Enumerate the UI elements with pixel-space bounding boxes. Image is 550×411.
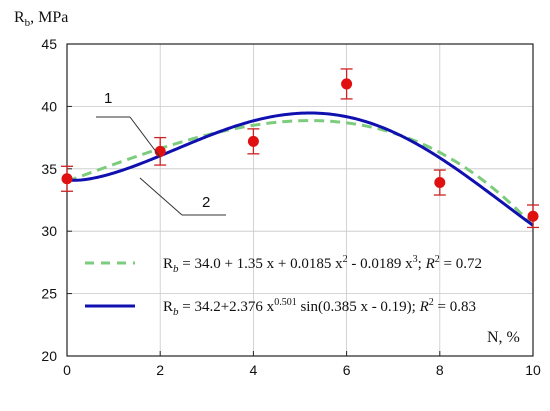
y-axis-label-sub: b bbox=[25, 17, 31, 29]
leader-line-1b bbox=[129, 116, 161, 158]
data-point bbox=[527, 210, 539, 222]
x-tick-label: 10 bbox=[525, 362, 541, 378]
data-points bbox=[61, 68, 539, 229]
curve-label-1: 1 bbox=[104, 90, 112, 107]
legend-entry: Rb = 34.2+2.376 x0.501 sin(0.385 x - 0.1… bbox=[163, 297, 476, 318]
data-point bbox=[247, 135, 259, 147]
curve-annotations: 12 bbox=[96, 90, 226, 216]
x-ticks: 0 2 4 6 8 10 bbox=[63, 351, 541, 378]
y-tick-label: 25 bbox=[41, 286, 57, 302]
x-axis-label: N, % bbox=[487, 329, 520, 346]
y-tick-label: 20 bbox=[41, 348, 57, 364]
curve-label-2: 2 bbox=[202, 194, 210, 211]
data-point bbox=[434, 177, 446, 189]
x-tick-label: 8 bbox=[436, 362, 444, 378]
data-point bbox=[61, 173, 73, 185]
plot-frame bbox=[66, 43, 534, 357]
y-tick-label: 45 bbox=[41, 36, 57, 52]
y-axis-label: Rb, MPa bbox=[14, 9, 68, 29]
x-tick-label: 4 bbox=[250, 362, 258, 378]
y-axis-label-rest: , MPa bbox=[30, 9, 68, 26]
data-point bbox=[341, 78, 353, 90]
y-axis-label-main: R bbox=[14, 9, 25, 26]
poly-fit-curve bbox=[66, 119, 535, 227]
legend: Rb = 34.0 + 1.35 x + 0.0185 x2 - 0.0189 … bbox=[85, 254, 482, 318]
curves bbox=[66, 111, 535, 227]
sine-fit-curve bbox=[66, 111, 534, 227]
y-tick-label: 30 bbox=[41, 223, 57, 239]
x-tick-label: 0 bbox=[63, 362, 71, 378]
y-tick-label: 35 bbox=[41, 161, 57, 177]
x-tick-label: 6 bbox=[343, 362, 351, 378]
y-tick-label: 40 bbox=[41, 98, 57, 114]
y-ticks: 20 25 30 35 40 45 bbox=[41, 36, 72, 364]
legend-entry: Rb = 34.0 + 1.35 x + 0.0185 x2 - 0.0189 … bbox=[163, 254, 482, 275]
leader-line-2a bbox=[139, 177, 183, 216]
x-tick-label: 2 bbox=[156, 362, 164, 378]
plot-border bbox=[66, 43, 534, 357]
